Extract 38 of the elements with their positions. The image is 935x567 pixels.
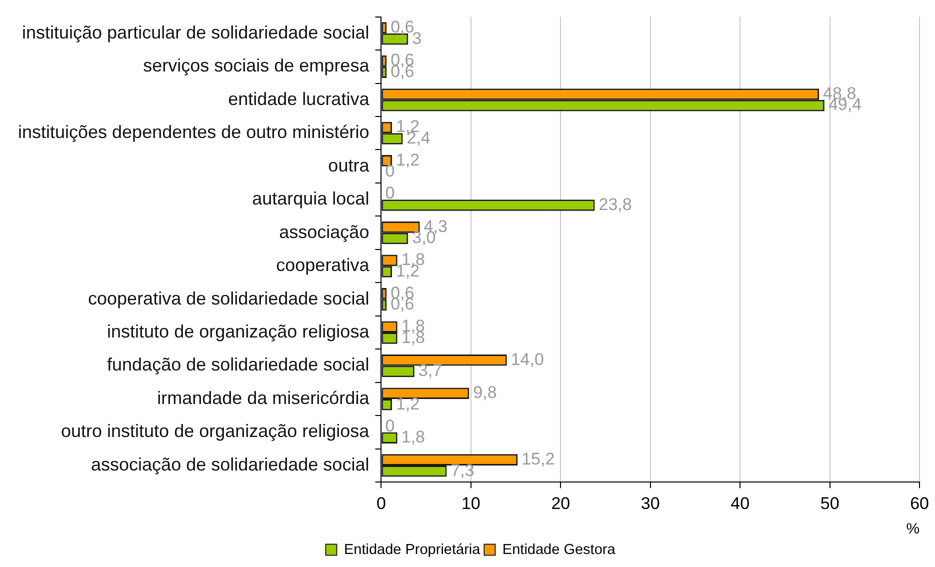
y-tick-label: instituições dependentes de outro ministério (18, 122, 370, 142)
x-tick-label: 50 (820, 494, 840, 513)
y-tick-label: instituição particular de solidariedade social (22, 22, 370, 42)
data-label: 15,2 (522, 450, 555, 469)
data-label: 3 (412, 28, 422, 48)
y-tick-label: outra (328, 155, 370, 176)
data-label: 23,8 (598, 194, 632, 214)
y-tick-label: autarquia local (252, 188, 370, 209)
data-label: 14,0 (510, 350, 544, 369)
legend-label: Entidade Proprietária (344, 542, 482, 558)
legend-label: Entidade Gestora (502, 542, 616, 558)
x-tick-label: 20 (551, 494, 570, 513)
data-label: 7,3 (450, 460, 474, 480)
x-axis-title: % (906, 520, 920, 538)
y-tick-label: instituto de organização religiosa (107, 322, 370, 342)
y-tick-label: fundação de solidariedade social (107, 354, 370, 375)
data-label: 0 (385, 162, 395, 181)
data-label: 1,8 (401, 428, 425, 447)
y-tick-label: entidade lucrativa (228, 88, 370, 109)
x-tick-label: 60 (910, 494, 930, 513)
x-tick-label: 10 (461, 494, 480, 513)
y-tick-label: associação (279, 222, 370, 242)
data-label: 1,2 (396, 150, 420, 170)
data-label: 1,2 (396, 394, 420, 414)
data-label: 0 (385, 416, 395, 436)
y-tick-label: serviços sociais de empresa (143, 56, 370, 76)
data-label: 0 (385, 184, 395, 203)
y-tick-label: irmandade da misericórdia (157, 388, 370, 408)
y-tick-label: associação de solidariedade social (91, 454, 370, 474)
data-label: 0,6 (390, 17, 414, 36)
y-tick-label: cooperativa (276, 255, 370, 276)
y-tick-label: cooperativa de solidariedade social (88, 288, 370, 308)
x-tick-label: 30 (640, 494, 660, 513)
y-tick-label: outro instituto de organização religiosa (61, 421, 370, 442)
x-tick-label: 40 (730, 494, 750, 513)
data-label: 9,8 (473, 383, 497, 402)
x-tick-label: 0 (376, 494, 386, 513)
data-label: 3,7 (418, 361, 442, 380)
